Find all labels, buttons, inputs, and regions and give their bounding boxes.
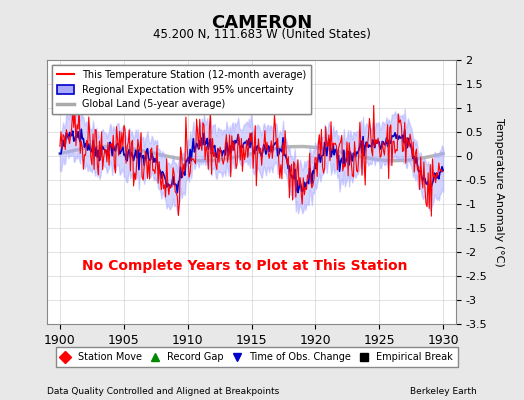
Text: No Complete Years to Plot at This Station: No Complete Years to Plot at This Statio… xyxy=(82,259,408,274)
Legend: Station Move, Record Gap, Time of Obs. Change, Empirical Break: Station Move, Record Gap, Time of Obs. C… xyxy=(56,348,458,367)
Y-axis label: Temperature Anomaly (°C): Temperature Anomaly (°C) xyxy=(494,118,504,266)
Text: 45.200 N, 111.683 W (United States): 45.200 N, 111.683 W (United States) xyxy=(153,28,371,41)
Text: CAMERON: CAMERON xyxy=(211,14,313,32)
Text: Data Quality Controlled and Aligned at Breakpoints: Data Quality Controlled and Aligned at B… xyxy=(47,387,279,396)
Text: Berkeley Earth: Berkeley Earth xyxy=(410,387,477,396)
Legend: This Temperature Station (12-month average), Regional Expectation with 95% uncer: This Temperature Station (12-month avera… xyxy=(52,65,311,114)
